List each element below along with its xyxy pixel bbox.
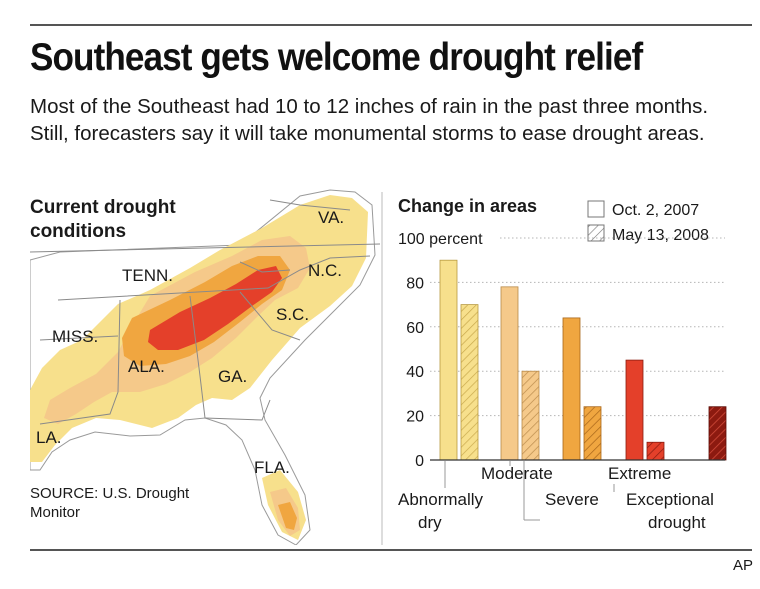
legend-label-oct-2007: Oct. 2, 2007: [612, 202, 699, 219]
deck-text: Most of the Southeast had 10 to 12 inche…: [30, 95, 709, 145]
y-tick-label: 20: [406, 409, 424, 426]
top-rule: [30, 24, 752, 26]
state-label-nc: N.C.: [308, 261, 342, 280]
drought-map: VA. TENN. N.C. MISS. S.C. ALA. GA. LA. F…: [30, 189, 380, 545]
legend-swatch-oct-2007: [587, 200, 605, 218]
state-label-ga: GA.: [218, 367, 247, 386]
state-label-la: LA.: [36, 428, 62, 447]
state-label-sc: S.C.: [276, 305, 309, 324]
bar-extreme-may-2008: [646, 441, 665, 461]
state-label-miss: MISS.: [52, 327, 98, 346]
bar-chart: Change in areas Oct. 2, 2007 May 13, 200…: [398, 196, 727, 532]
category-label-severe: Severe: [545, 490, 599, 509]
chart-title: Change in areas: [398, 196, 537, 216]
category-label-exceptional-line1: Exceptional: [626, 490, 714, 509]
bar-moderate-oct-2007: [500, 286, 519, 461]
credit: AP: [733, 557, 754, 574]
map-title: Current drought conditions: [30, 197, 176, 242]
legend-swatch-may-2008: [587, 224, 605, 242]
category-label-exceptional-line2: drought: [648, 513, 706, 532]
state-label-tenn: TENN.: [122, 266, 173, 285]
y-tick-labels: 80 60 40 20 0: [406, 275, 424, 470]
state-boundaries: [30, 199, 380, 425]
category-label-abnormally-dry-line2: dry: [418, 513, 442, 532]
bar-extreme-oct-2007: [625, 359, 644, 461]
bar-exceptional-may-2008: [708, 406, 727, 461]
y-tick-label: 0: [415, 453, 424, 470]
bar-severe-oct-2007: [562, 317, 581, 461]
category-label-extreme: Extreme: [608, 464, 671, 483]
y-tick-label: 80: [406, 275, 424, 292]
bar-abnormally-dry-may-2008: [460, 304, 479, 461]
state-label-fla: FLA.: [254, 458, 290, 477]
category-label-abnormally-dry-line1: Abnormally: [398, 490, 484, 509]
bar-abnormally-dry-oct-2007: [439, 259, 458, 461]
category-labels: Moderate Extreme Abnormally dry Severe E…: [398, 461, 714, 532]
bar-severe-may-2008: [583, 406, 602, 461]
area-extreme: [148, 266, 282, 350]
source-note: SOURCE: U.S. Drought Monitor: [30, 485, 190, 521]
category-label-moderate: Moderate: [481, 464, 553, 483]
bar-moderate-may-2008: [521, 370, 540, 461]
bars: [439, 259, 727, 461]
area-severe-florida: [278, 502, 297, 530]
headline: Southeast gets welcome drought relief: [30, 36, 643, 79]
legend-label-may-2008: May 13, 2008: [612, 227, 709, 244]
bottom-rule: [30, 549, 752, 551]
y-tick-label: 40: [406, 364, 424, 381]
y-axis-top-label: 100 percent: [398, 231, 483, 248]
state-label-ala: ALA.: [128, 357, 165, 376]
y-tick-label: 60: [406, 320, 424, 337]
gridlines: [430, 237, 725, 417]
state-label-va: VA.: [318, 208, 344, 227]
